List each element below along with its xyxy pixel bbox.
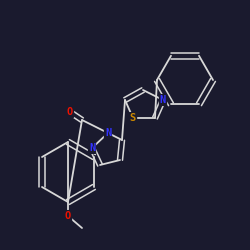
Text: O: O [65,211,71,221]
Text: N: N [105,128,111,138]
Text: S: S [130,113,136,123]
Text: N: N [89,143,95,153]
Text: N: N [160,95,166,105]
Text: O: O [67,107,73,117]
